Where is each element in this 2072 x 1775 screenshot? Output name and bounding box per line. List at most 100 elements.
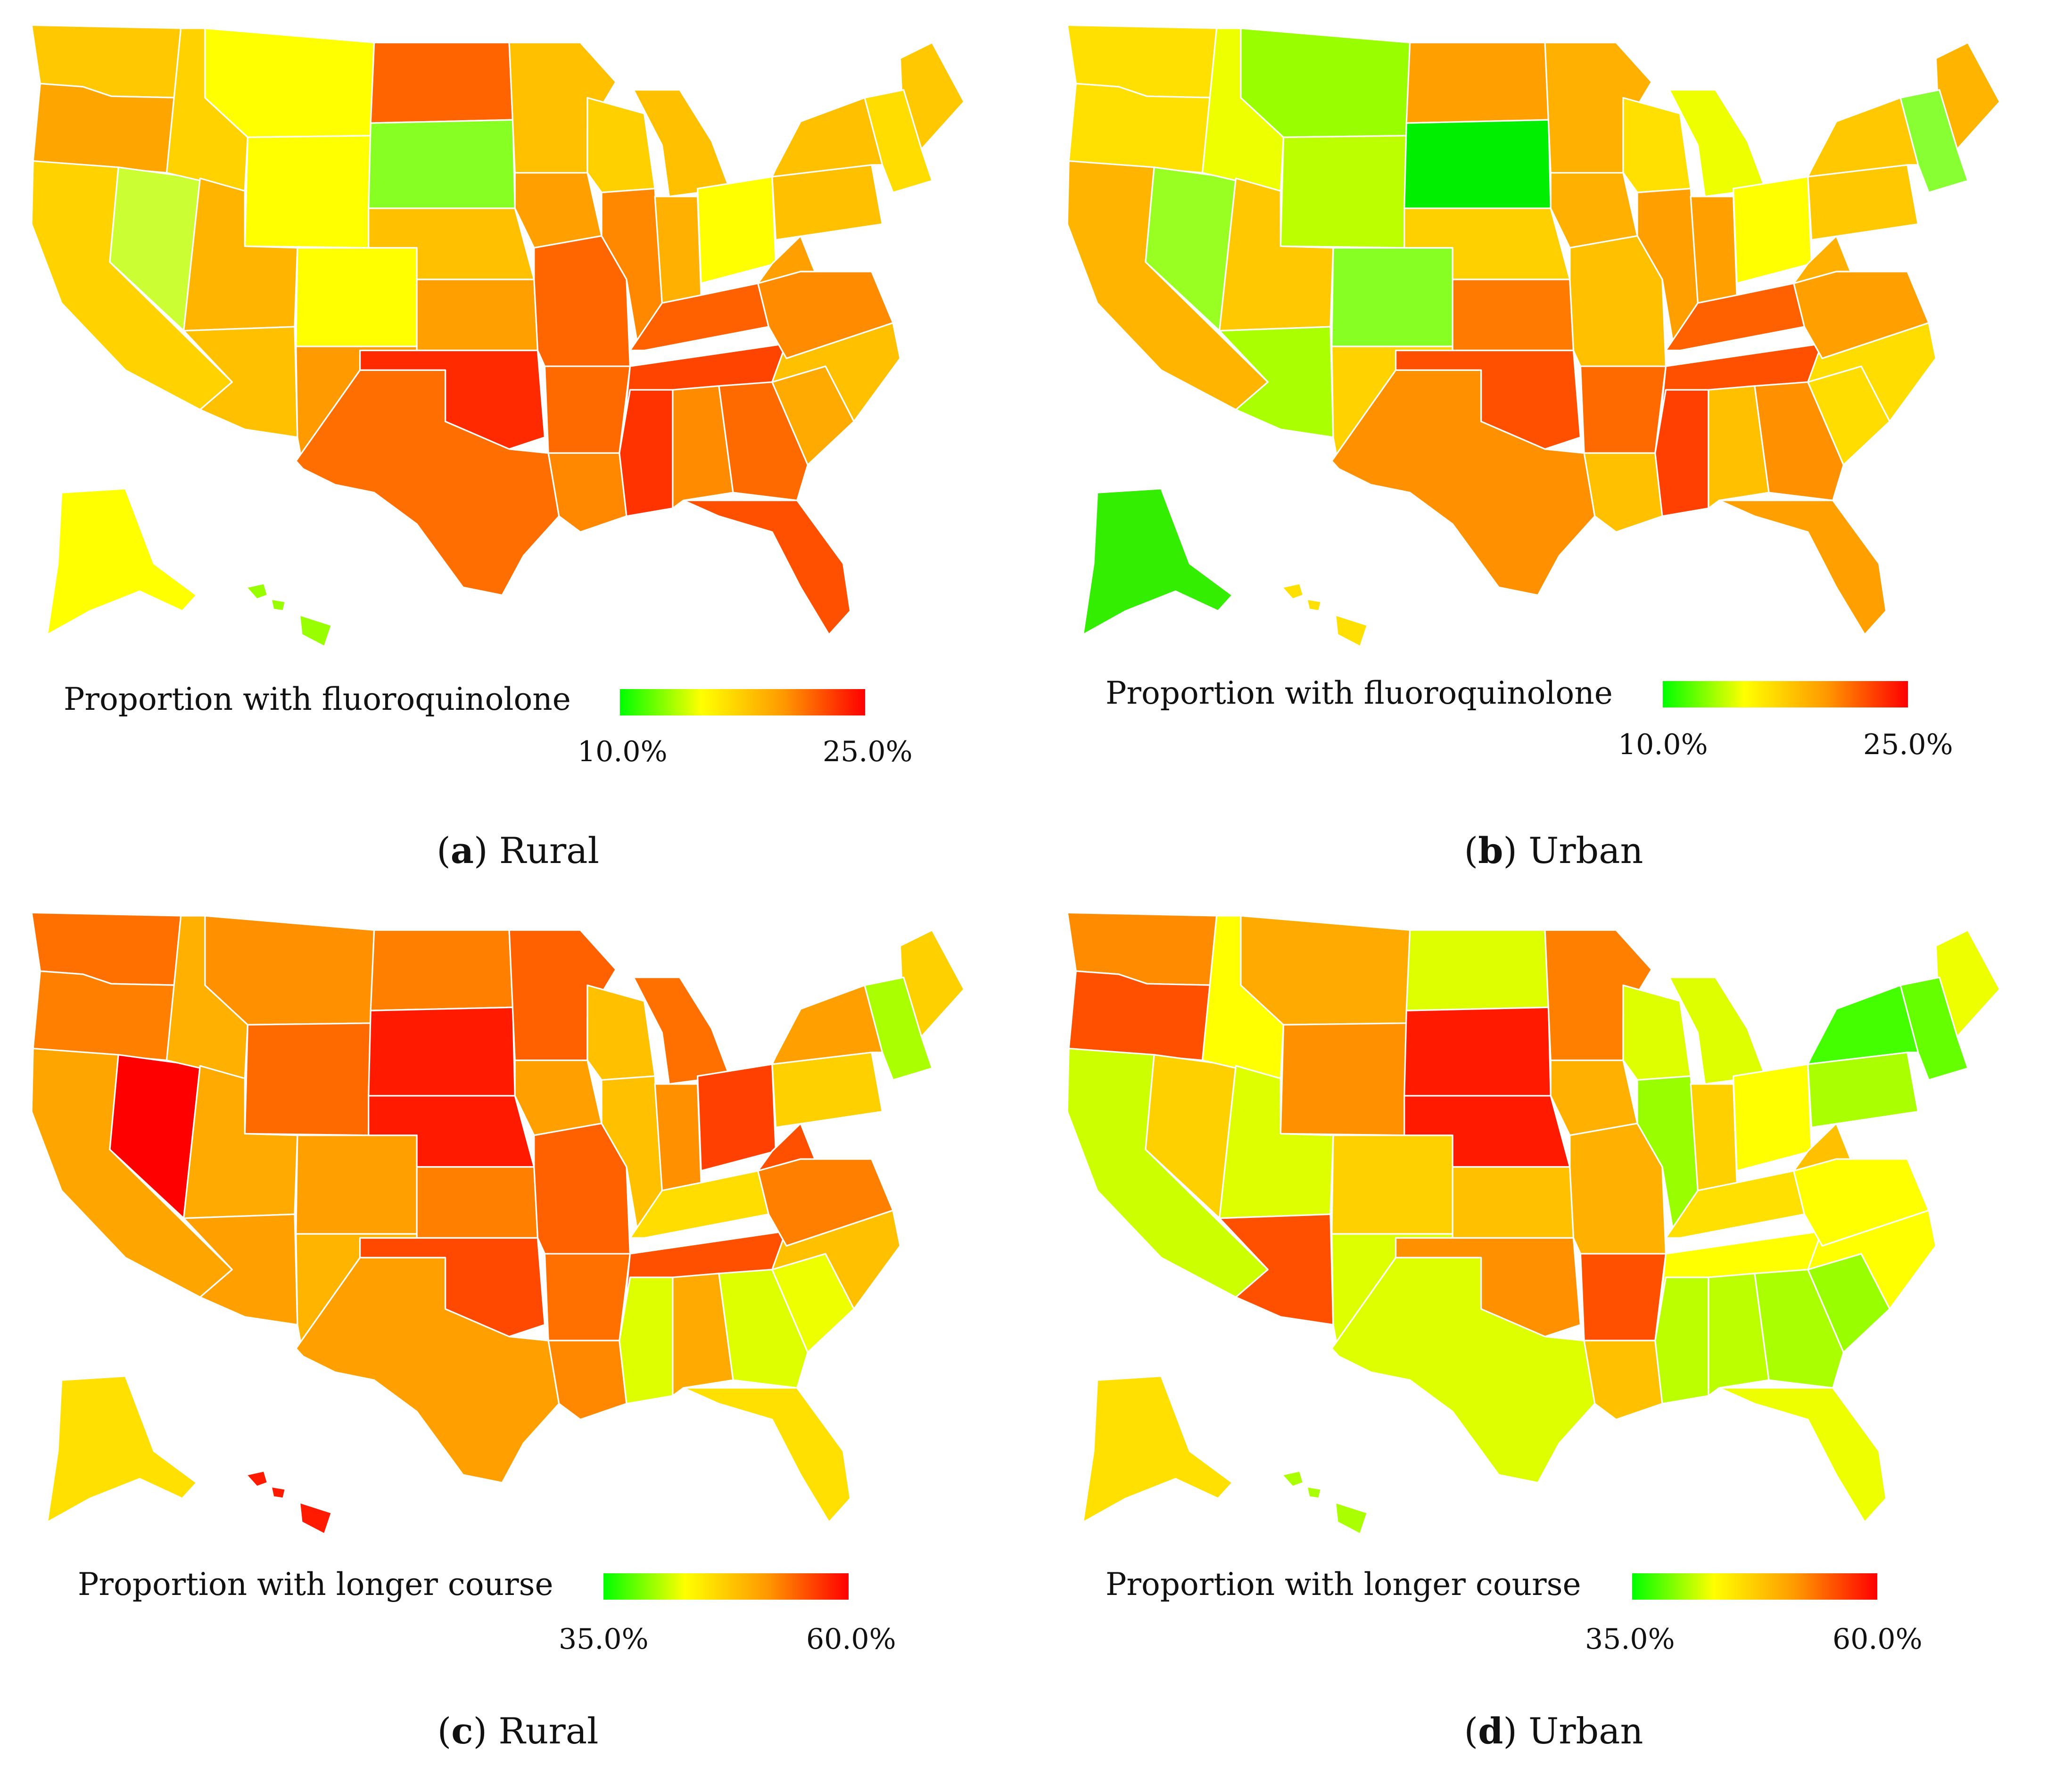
state-ar-c [544,1253,631,1341]
state-co-c [295,1134,418,1235]
legend-colorbar-d [1632,1573,1877,1600]
state-oh-b [1733,176,1813,284]
state-sd-d [1403,1006,1552,1097]
state-fl-b [1718,500,1887,636]
state-fl-a [682,500,851,636]
state-wv-c [757,1122,816,1172]
caption-text-c: Rural [498,1710,599,1752]
state-tx-c [295,1257,560,1484]
state-nd-c [370,929,514,1011]
panel-c: Proportion with longer course 35.0% 60.0… [0,888,1036,1775]
state-la-a [547,452,627,533]
state-sd-a [368,119,516,209]
state-mt-c [204,915,375,1026]
state-in-c [654,1083,702,1192]
state-az-d [1219,1213,1334,1326]
state-ga-c [718,1268,809,1389]
state-az-a [183,326,298,438]
panel-b: Proportion with fluoroquinolone 10.0% 25… [1036,0,2072,888]
us-choropleth-map-c [31,912,965,1535]
state-hi-d [1281,1470,1368,1535]
caption-text-d: Urban [1528,1710,1643,1752]
state-or-d [1068,970,1218,1061]
legend-min-label-c: 35.0% [559,1623,649,1656]
state-fl-d [1718,1387,1887,1523]
legend-title-d: Proportion with longer course [1106,1566,1581,1602]
state-or-b [1068,82,1218,174]
state-wv-d [1793,1122,1851,1172]
state-co-b [1331,247,1453,347]
panel-d: Proportion with longer course 35.0% 60.0… [1036,888,2072,1775]
state-ks-c [416,1166,539,1239]
state-ia-a [514,172,603,249]
caption-letter-b: b [1478,830,1503,871]
state-mt-a [204,27,375,138]
state-sd-c [368,1006,516,1097]
state-al-d [1708,1273,1770,1397]
legend-colorbar-c [603,1573,849,1600]
state-ms-a [619,389,674,517]
state-in-b [1690,196,1738,304]
state-tx-d [1331,1257,1596,1484]
legend-min-label-d: 35.0% [1585,1623,1675,1656]
caption-text-b: Urban [1528,830,1643,871]
state-ks-d [1452,1166,1575,1239]
legend-title-a: Proportion with fluoroquinolone [64,681,571,717]
us-choropleth-map-b [1066,24,2001,648]
state-tx-a [295,369,560,596]
state-la-d [1583,1339,1663,1421]
state-az-c [183,1213,298,1326]
caption-c: (c) Rural [437,1710,599,1752]
state-tx-b [1331,369,1596,596]
state-pa-a [771,164,883,241]
state-fl-c [682,1387,851,1523]
legend-max-label-a: 25.0% [823,735,913,768]
state-la-c [547,1339,627,1421]
caption-letter-a: a [450,830,474,871]
caption-d: (d) Urban [1464,1710,1643,1752]
state-ne-states-b [1899,89,1969,194]
state-ks-a [416,279,539,352]
state-la-b [1583,452,1663,533]
legend-min-label-b: 10.0% [1618,728,1708,761]
legend-colorbar-a [620,689,865,715]
state-ne-states-c [864,977,933,1081]
state-or-c [32,970,182,1061]
state-nd-b [1405,41,1550,124]
state-ar-a [544,365,631,454]
state-ga-d [1754,1268,1844,1389]
caption-a: (a) Rural [437,830,599,871]
caption-b: (b) Urban [1464,830,1643,871]
state-wv-b [1793,235,1851,284]
legend-max-label-c: 60.0% [806,1623,896,1656]
state-wv-a [757,235,816,284]
state-oh-d [1733,1063,1813,1172]
legend-colorbar-b [1663,681,1908,707]
state-wy-a [244,135,371,249]
legend-title-b: Proportion with fluoroquinolone [1106,675,1613,711]
state-wy-d [1280,1022,1407,1136]
state-nd-d [1405,929,1550,1011]
state-ak-c [46,1375,198,1523]
state-ms-d [1654,1276,1709,1405]
state-hi-a [245,583,332,648]
state-al-b [1708,385,1770,509]
us-choropleth-map-a [31,24,965,648]
caption-text-a: Rural [499,830,599,871]
state-mt-d [1240,915,1411,1026]
state-wy-b [1280,135,1407,249]
us-choropleth-map-d [1066,912,2001,1535]
state-in-d [1690,1083,1738,1192]
state-or-a [32,82,182,174]
state-ia-c [514,1059,603,1136]
state-az-b [1219,326,1334,438]
state-co-d [1331,1134,1453,1235]
state-oh-a [697,176,777,284]
legend-min-label-a: 10.0% [578,735,668,768]
state-ia-d [1550,1059,1638,1136]
caption-letter-d: d [1478,1710,1503,1752]
state-ak-a [46,488,198,636]
state-pa-b [1807,164,1919,241]
state-pa-d [1807,1052,1919,1128]
state-oh-c [697,1063,777,1172]
